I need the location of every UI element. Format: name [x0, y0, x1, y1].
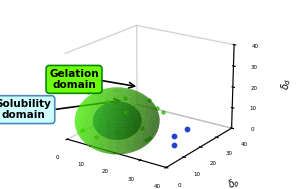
Text: Solubility
domain: Solubility domain [0, 99, 52, 120]
Y-axis label: $\delta_p$: $\delta_p$ [226, 175, 243, 189]
Text: Gelation
domain: Gelation domain [49, 69, 99, 90]
X-axis label: $\delta_h$: $\delta_h$ [83, 187, 98, 189]
